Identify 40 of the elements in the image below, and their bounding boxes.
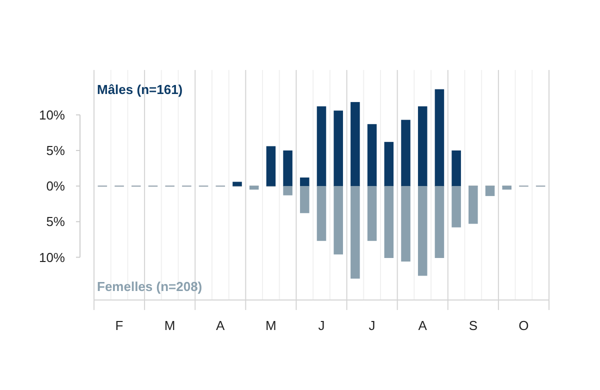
y-tick-label: 10%	[38, 250, 66, 265]
bar	[316, 106, 326, 186]
bar	[384, 142, 394, 186]
bar	[367, 186, 377, 241]
y-tick-label: 5%	[46, 214, 66, 230]
y-tick-label: 5%	[46, 143, 66, 158]
text: Femelles (n=208)	[97, 279, 202, 294]
bar	[350, 186, 360, 279]
bar	[434, 89, 444, 186]
bar	[300, 178, 310, 186]
bar	[367, 124, 377, 186]
bar	[334, 186, 343, 254]
x-tick-label: A	[418, 318, 428, 333]
bar	[418, 186, 428, 276]
x-tick-label: F	[115, 318, 124, 333]
x-tick-label: M	[164, 318, 176, 333]
x-tick-label: O	[518, 318, 529, 333]
y-tick-label: 10%	[38, 107, 66, 122]
bar	[283, 186, 292, 196]
bar	[401, 120, 410, 186]
x-tick-label: A	[216, 318, 226, 333]
x-tick-label: M	[266, 318, 276, 333]
bar	[452, 186, 461, 228]
bar	[266, 146, 276, 186]
x-tick-label: S	[468, 318, 478, 333]
bar	[283, 150, 292, 186]
bar	[334, 110, 343, 186]
bar	[452, 150, 461, 186]
x-tick-label: J	[318, 318, 325, 333]
y-tick-label: 0%	[46, 178, 66, 194]
bar	[401, 186, 410, 262]
bar	[316, 186, 326, 241]
bar	[434, 186, 444, 258]
bar	[418, 106, 428, 186]
x-tick-label: J	[368, 318, 376, 333]
bar	[232, 182, 242, 186]
bar	[300, 186, 310, 214]
text: Mâles (n=161)	[97, 82, 183, 97]
bar	[350, 102, 360, 186]
bar	[384, 186, 394, 258]
